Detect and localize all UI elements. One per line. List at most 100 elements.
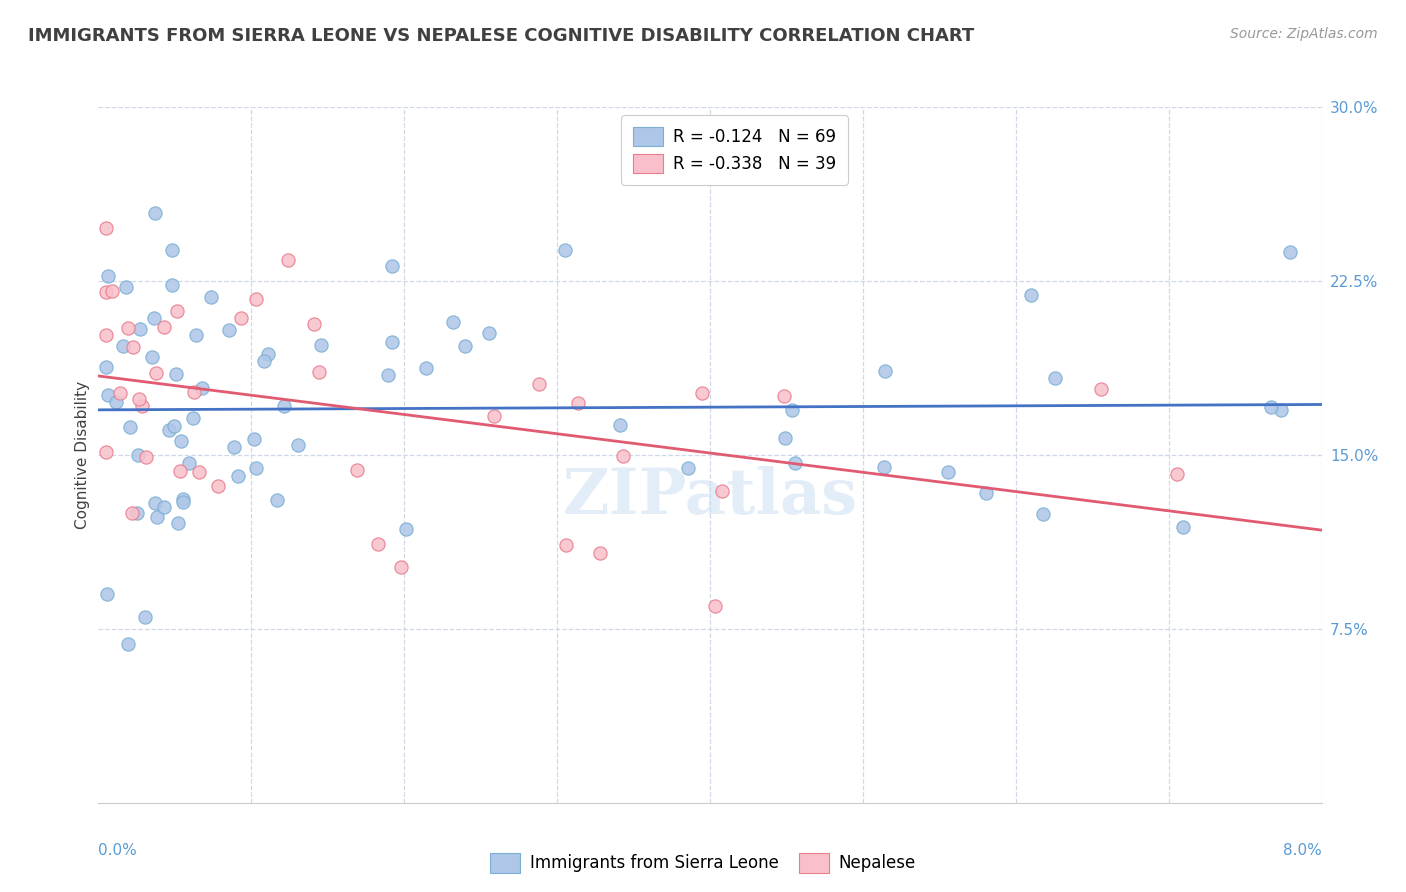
- Point: [165, 368, 187, 382]
- Point: [555, 538, 578, 552]
- Point: [381, 259, 404, 273]
- Point: [188, 466, 211, 480]
- Point: [482, 409, 505, 424]
- Point: [97, 388, 120, 402]
- Point: [96, 587, 118, 601]
- Point: [177, 456, 200, 470]
- Point: [141, 350, 163, 364]
- Point: [94, 360, 117, 375]
- Text: IMMIGRANTS FROM SIERRA LEONE VS NEPALESE COGNITIVE DISABILITY CORRELATION CHART: IMMIGRANTS FROM SIERRA LEONE VS NEPALESE…: [28, 27, 974, 45]
- Point: [302, 317, 325, 331]
- Point: [1260, 401, 1282, 415]
- Point: [245, 460, 267, 475]
- Point: [172, 495, 194, 509]
- Point: [218, 323, 240, 337]
- Point: [125, 507, 148, 521]
- Point: [117, 637, 139, 651]
- Point: [394, 522, 416, 536]
- Point: [200, 290, 222, 304]
- Point: [676, 461, 699, 475]
- Point: [692, 385, 714, 400]
- Point: [1166, 467, 1188, 482]
- Point: [266, 493, 288, 508]
- Point: [169, 464, 191, 478]
- Point: [117, 320, 139, 334]
- Point: [773, 432, 796, 446]
- Point: [127, 448, 149, 462]
- Point: [108, 386, 131, 401]
- Point: [96, 445, 118, 459]
- Point: [162, 418, 184, 433]
- Point: [287, 438, 309, 452]
- Point: [172, 492, 194, 507]
- Point: [170, 434, 193, 448]
- Point: [367, 537, 389, 551]
- Legend: Immigrants from Sierra Leone, Nepalese: Immigrants from Sierra Leone, Nepalese: [484, 847, 922, 880]
- Point: [184, 327, 207, 342]
- Point: [145, 367, 167, 381]
- Legend: R = -0.124   N = 69, R = -0.338   N = 39: R = -0.124 N = 69, R = -0.338 N = 39: [621, 115, 848, 185]
- Point: [135, 450, 157, 465]
- Point: [567, 395, 589, 409]
- Point: [94, 328, 117, 343]
- Point: [134, 609, 156, 624]
- Point: [146, 509, 169, 524]
- Point: [936, 465, 959, 479]
- Y-axis label: Cognitive Disability: Cognitive Disability: [75, 381, 90, 529]
- Point: [128, 392, 150, 406]
- Point: [1171, 519, 1194, 533]
- Point: [612, 449, 634, 463]
- Point: [772, 389, 794, 403]
- Point: [253, 353, 276, 368]
- Point: [1090, 382, 1112, 396]
- Point: [166, 516, 188, 531]
- Point: [527, 376, 550, 391]
- Point: [152, 500, 174, 514]
- Point: [1019, 287, 1042, 301]
- Point: [243, 433, 266, 447]
- Point: [115, 280, 138, 294]
- Point: [609, 417, 631, 432]
- Point: [711, 483, 734, 498]
- Point: [94, 220, 117, 235]
- Point: [377, 368, 399, 382]
- Point: [441, 314, 464, 328]
- Point: [97, 269, 120, 284]
- Point: [129, 321, 152, 335]
- Point: [974, 486, 997, 500]
- Point: [415, 361, 437, 376]
- Point: [389, 559, 412, 574]
- Point: [381, 334, 404, 349]
- Point: [346, 463, 368, 477]
- Point: [160, 243, 183, 257]
- Point: [703, 599, 725, 613]
- Text: ZIPatlas: ZIPatlas: [562, 467, 858, 527]
- Point: [191, 381, 214, 395]
- Point: [277, 252, 299, 267]
- Point: [589, 546, 612, 560]
- Point: [785, 456, 807, 470]
- Point: [1270, 402, 1292, 417]
- Point: [120, 420, 142, 434]
- Point: [160, 277, 183, 292]
- Point: [1043, 370, 1066, 384]
- Point: [554, 243, 576, 257]
- Point: [153, 319, 176, 334]
- Point: [1278, 244, 1301, 259]
- Point: [121, 506, 143, 520]
- Point: [166, 304, 188, 318]
- Point: [780, 403, 803, 417]
- Point: [454, 339, 477, 353]
- Point: [181, 410, 204, 425]
- Text: 8.0%: 8.0%: [1282, 843, 1322, 858]
- Point: [231, 310, 253, 325]
- Point: [101, 284, 124, 298]
- Point: [143, 310, 166, 325]
- Point: [478, 326, 501, 340]
- Point: [222, 440, 245, 454]
- Point: [104, 395, 127, 409]
- Point: [257, 347, 280, 361]
- Point: [1032, 507, 1054, 521]
- Point: [145, 206, 167, 220]
- Point: [122, 340, 145, 354]
